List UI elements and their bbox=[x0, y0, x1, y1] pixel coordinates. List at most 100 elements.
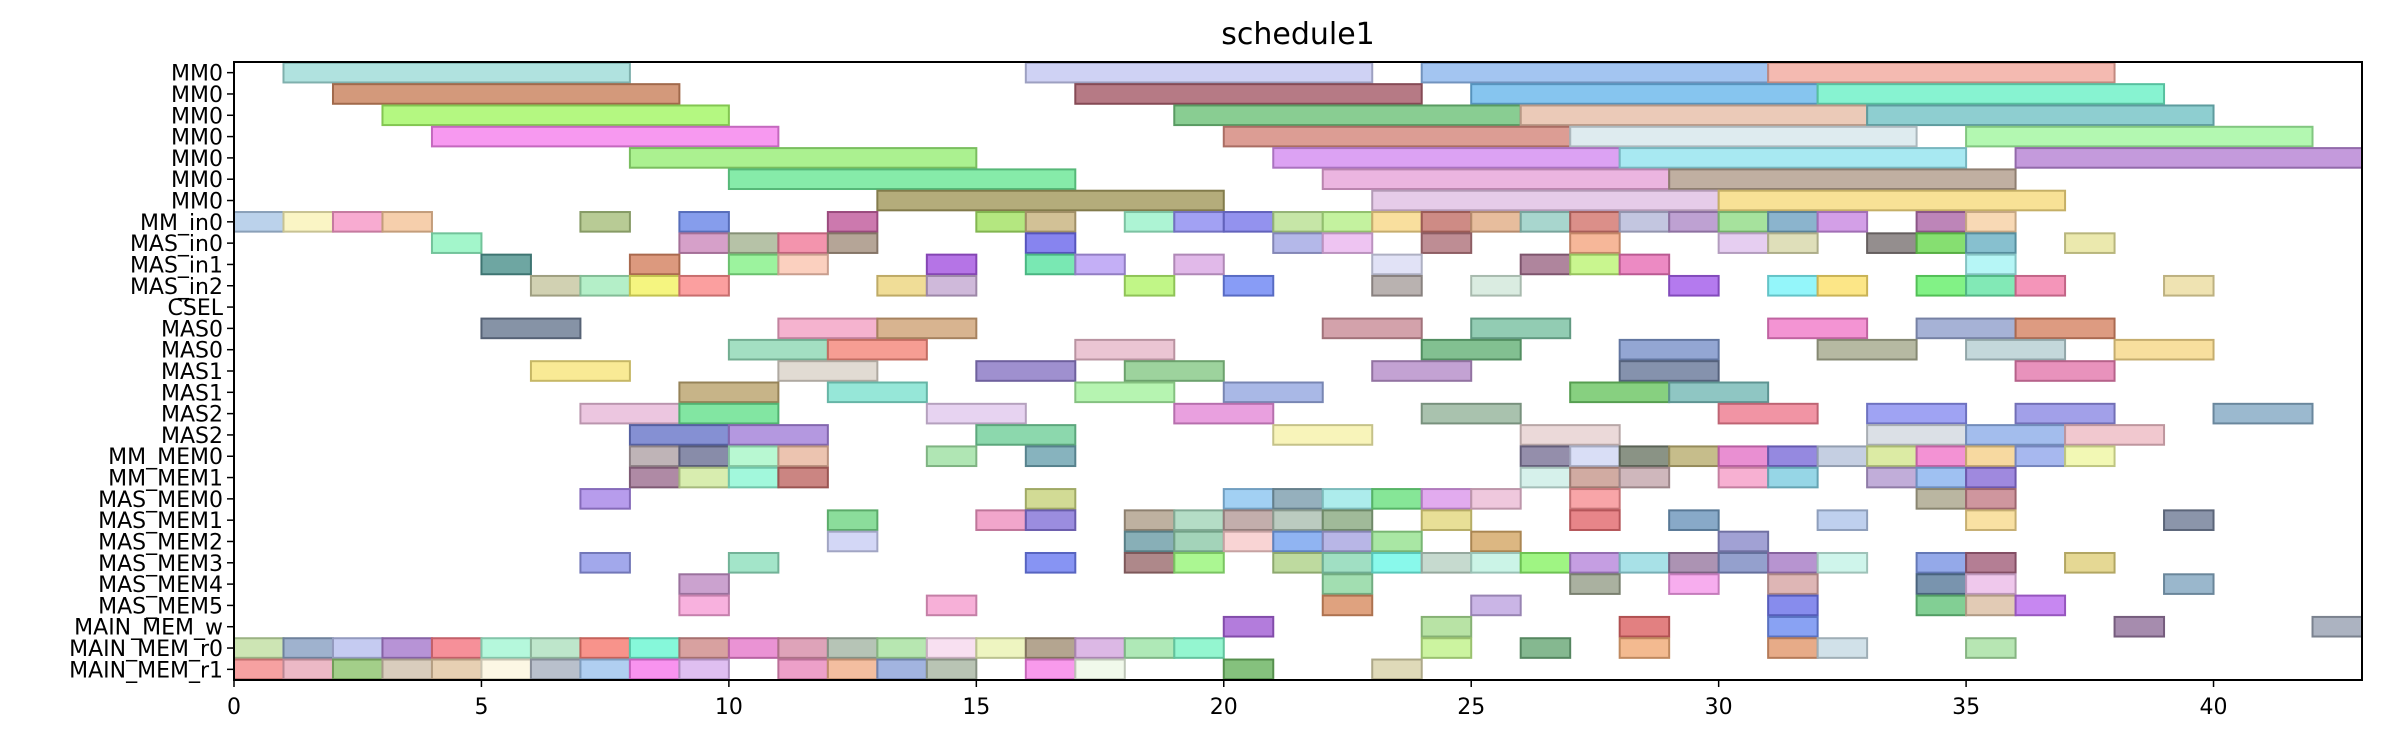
task-bar bbox=[430, 658, 483, 681]
task-bar bbox=[1965, 594, 2017, 617]
y-tick-label: MAS_MEM1 bbox=[98, 509, 223, 534]
chart-title: schedule1 bbox=[1221, 17, 1375, 52]
task-bar bbox=[1569, 573, 1621, 595]
task-bar bbox=[777, 360, 879, 382]
task-bar bbox=[925, 274, 978, 297]
y-tick-label: MAS1 bbox=[161, 381, 223, 406]
task-bar bbox=[777, 232, 829, 254]
y-tick-layer: MM0MM0MM0MM0MM0MM0MM0MM_in0MAS_in0MAS_in… bbox=[69, 62, 234, 683]
task-bar bbox=[1965, 232, 2017, 254]
plot-frame bbox=[233, 61, 2363, 681]
task-bar bbox=[1321, 211, 1374, 233]
task-bar bbox=[331, 211, 384, 233]
task-bar bbox=[529, 637, 582, 659]
task-bar bbox=[1717, 551, 1770, 574]
task-bar bbox=[282, 637, 334, 659]
task-bar bbox=[1866, 466, 1918, 489]
task-bar bbox=[1717, 466, 1770, 489]
task-bar bbox=[1321, 594, 1374, 617]
task-bar bbox=[777, 466, 829, 489]
task-bar bbox=[480, 317, 582, 340]
task-bar bbox=[480, 253, 532, 276]
task-bar bbox=[1222, 530, 1275, 553]
task-bar bbox=[233, 211, 285, 233]
task-bar bbox=[1470, 83, 1819, 105]
task-bar bbox=[1074, 658, 1126, 681]
task-bar bbox=[1371, 551, 1423, 574]
task-bar bbox=[1371, 211, 1423, 233]
task-bar bbox=[1173, 211, 1225, 233]
y-tick-label: MM0 bbox=[171, 83, 223, 108]
task-bar bbox=[1767, 637, 1819, 659]
task-bar bbox=[1420, 551, 1473, 574]
task-bar bbox=[2014, 402, 2116, 425]
x-tick-layer: 0 5 10 15 20 25 30 35 40 bbox=[227, 680, 2228, 720]
task-bar bbox=[1470, 317, 1572, 340]
task-bar bbox=[1371, 658, 1423, 681]
task-bar bbox=[1866, 232, 1918, 254]
task-bar bbox=[1816, 637, 1869, 659]
task-bar bbox=[1123, 637, 1176, 659]
x-tick-label: 40 bbox=[2200, 695, 2228, 720]
task-bar bbox=[678, 658, 730, 681]
task-bar bbox=[777, 658, 829, 681]
y-tick-label: MAS2 bbox=[161, 403, 223, 428]
task-bar bbox=[826, 530, 879, 553]
task-bar bbox=[628, 253, 681, 276]
task-bar bbox=[1668, 551, 1720, 574]
task-bar bbox=[1470, 530, 1522, 553]
task-bar bbox=[1519, 445, 1572, 468]
y-tick-label: MM_MEM0 bbox=[108, 445, 223, 470]
task-bar bbox=[1272, 551, 1324, 574]
task-bar bbox=[579, 211, 631, 233]
task-bar bbox=[1618, 147, 1968, 169]
task-bar bbox=[2014, 445, 2067, 468]
task-bar bbox=[1965, 466, 2017, 489]
task-bar bbox=[1816, 551, 1869, 574]
task-bar bbox=[1321, 317, 1423, 340]
task-bar bbox=[1272, 509, 1324, 531]
task-bar bbox=[1965, 551, 2017, 574]
task-bar bbox=[1915, 573, 1968, 595]
task-bar bbox=[1024, 637, 1077, 659]
task-bar bbox=[1024, 253, 1077, 276]
task-bar bbox=[1915, 551, 1968, 574]
task-bar bbox=[2014, 274, 2067, 297]
task-bar bbox=[282, 658, 334, 681]
task-bar bbox=[1965, 445, 2017, 468]
task-bar bbox=[678, 211, 730, 233]
task-bar bbox=[1074, 637, 1126, 659]
task-bar bbox=[1668, 381, 1770, 404]
task-bar bbox=[1420, 61, 1770, 84]
task-bar bbox=[282, 211, 334, 233]
task-bar bbox=[579, 488, 631, 510]
task-bar bbox=[826, 637, 879, 659]
task-bar bbox=[777, 317, 879, 340]
task-bar bbox=[1668, 445, 1720, 468]
x-tick-label: 25 bbox=[1457, 695, 1485, 720]
task-bar bbox=[1024, 232, 1077, 254]
task-bar bbox=[1816, 445, 1869, 468]
y-tick-label: MM0 bbox=[171, 190, 223, 215]
task-bar bbox=[1321, 509, 1374, 531]
task-bar bbox=[1915, 488, 1968, 510]
task-bar bbox=[975, 211, 1027, 233]
task-bar bbox=[1222, 125, 1572, 148]
task-bar bbox=[1074, 83, 1423, 105]
task-bar bbox=[1173, 509, 1225, 531]
task-bar bbox=[1272, 488, 1324, 510]
task-bar bbox=[1816, 274, 1869, 297]
task-bar bbox=[1816, 83, 2166, 105]
y-tick-label: MAS_MEM5 bbox=[98, 594, 223, 619]
task-bar bbox=[1569, 211, 1621, 233]
task-bar bbox=[1420, 637, 1473, 659]
task-bar bbox=[1717, 189, 2067, 212]
task-bar bbox=[1173, 637, 1225, 659]
task-bar bbox=[1569, 381, 1671, 404]
task-bar bbox=[1767, 61, 2116, 84]
task-bar bbox=[430, 637, 483, 659]
y-tick-label: CSEL bbox=[168, 296, 224, 321]
task-bar bbox=[1321, 573, 1374, 595]
task-bar bbox=[2014, 147, 2364, 169]
